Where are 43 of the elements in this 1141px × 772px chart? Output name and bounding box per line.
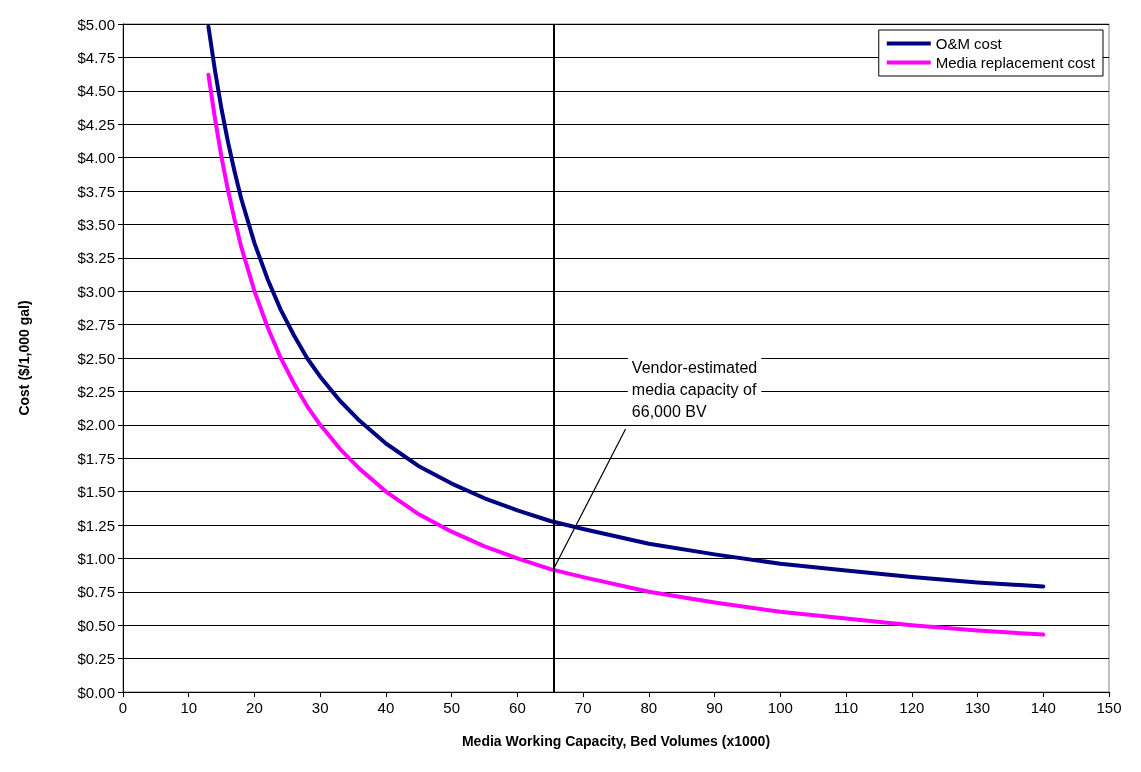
y-tick-label: $2.00 <box>77 416 115 434</box>
y-tick-label: $3.50 <box>77 215 115 233</box>
x-tick-label: 140 <box>1030 699 1056 716</box>
y-tick-label: $1.25 <box>77 516 115 534</box>
y-tick-label: $4.50 <box>77 82 115 100</box>
y-tick-label: $2.50 <box>77 349 115 367</box>
y-tick-label: $1.75 <box>77 449 115 467</box>
x-tick-label: 70 <box>574 699 592 716</box>
y-tick-label: $4.00 <box>77 149 115 167</box>
y-tick-label: $4.75 <box>77 48 115 66</box>
y-tick-label: $2.75 <box>77 316 115 334</box>
y-tick-label: $0.00 <box>77 683 115 701</box>
x-tick-label: 120 <box>899 699 925 716</box>
x-tick-label: 130 <box>965 699 991 716</box>
x-tick-label: 40 <box>377 699 395 716</box>
x-tick-label: 50 <box>443 699 461 716</box>
x-tick-label: 90 <box>706 699 723 716</box>
y-tick-label: $2.25 <box>77 382 115 400</box>
y-tick-label: $3.75 <box>77 182 115 200</box>
x-tick-label: 150 <box>1096 699 1122 716</box>
x-tick-label: 110 <box>834 699 859 716</box>
y-tick-label: $0.75 <box>77 583 115 601</box>
y-axis-title: Cost ($/1,000 gal) <box>16 300 32 416</box>
x-tick-label: 30 <box>311 699 329 716</box>
legend-label: O&M cost <box>935 35 1003 52</box>
y-tick-label: $1.50 <box>77 483 115 501</box>
x-tick-label: 100 <box>767 699 793 716</box>
y-tick-label: $3.00 <box>77 282 115 300</box>
y-tick-label: $1.00 <box>77 549 115 567</box>
x-tick-label: 80 <box>640 699 658 716</box>
x-tick-label: 20 <box>246 699 263 716</box>
legend-label: Media replacement cost <box>935 54 1096 71</box>
x-tick-label: 0 <box>118 699 128 716</box>
annotation: Vendor-estimated media capacity of 66,000 BV <box>631 359 758 421</box>
y-tick-label: $0.50 <box>77 616 115 634</box>
y-tick-label: $4.25 <box>77 115 115 133</box>
line-series <box>206 72 1046 637</box>
y-tick-label: $3.25 <box>77 249 115 267</box>
x-tick-label: 10 <box>180 699 198 716</box>
x-tick-label: 60 <box>509 699 526 716</box>
x-axis-title: Media Working Capacity, Bed Volumes (x1000) <box>461 733 771 749</box>
y-tick-label: $5.00 <box>77 15 115 33</box>
y-tick-label: $0.25 <box>77 650 115 668</box>
